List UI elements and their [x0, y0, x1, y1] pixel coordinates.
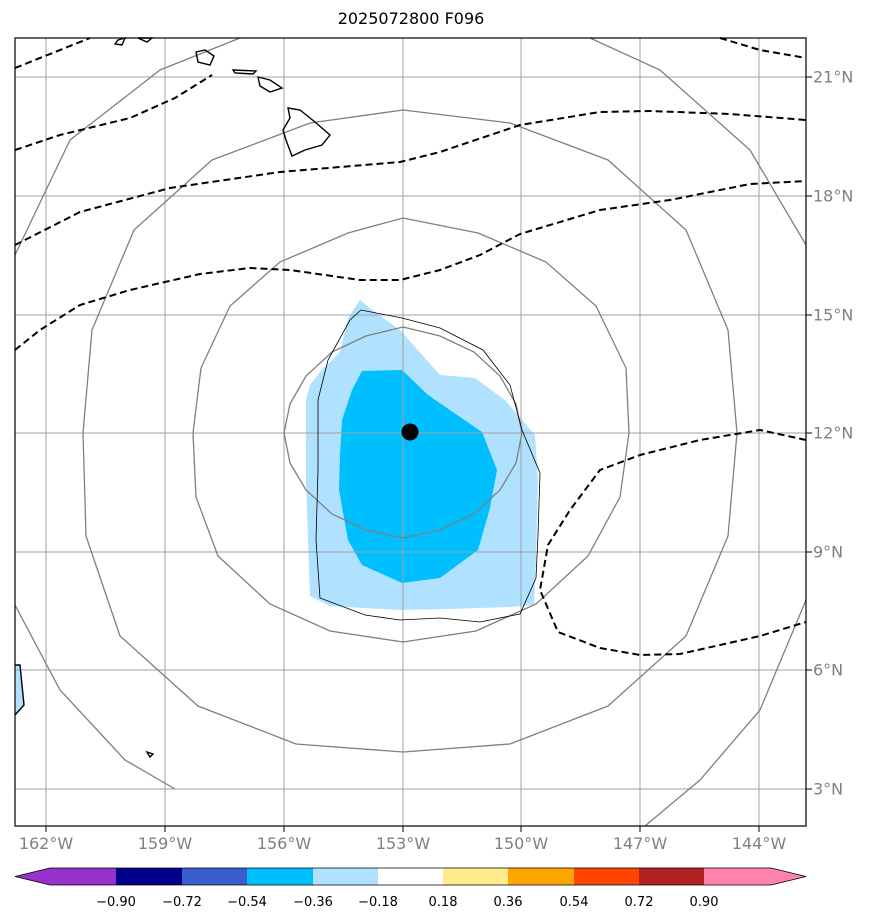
island-oahu: [195, 49, 215, 66]
lat-label: 3°N: [813, 779, 844, 799]
lon-label: 156°W: [256, 834, 312, 853]
storm-center-marker: [401, 423, 419, 441]
coast-edge-west: [14, 664, 25, 716]
anomaly-fill-edge-west: [15, 665, 24, 715]
map-title: 2025072800 F096: [337, 9, 485, 28]
colorbar-tick-label: −0.72: [162, 895, 202, 910]
lon-label: 144°W: [731, 834, 787, 853]
colorbar-segment: [247, 868, 313, 885]
colorbar-tick-label: 0.54: [559, 895, 589, 910]
island-kauai: [113, 36, 127, 46]
colorbar-segment: [639, 868, 704, 885]
colorbar-extend-low: [15, 868, 50, 885]
colorbar-segment: [313, 868, 378, 885]
colorbar-segment: [378, 868, 443, 885]
lat-label: 6°N: [813, 660, 844, 680]
lon-label: 159°W: [137, 834, 193, 853]
lat-label: 15°N: [813, 305, 854, 325]
island-small: [145, 750, 155, 759]
colorbar-segment: [116, 868, 182, 885]
lat-label: 12°N: [813, 423, 854, 443]
colorbar-segment: [574, 868, 639, 885]
tick-marks: [45, 76, 812, 832]
colorbar-tick-label: 0.36: [493, 895, 523, 910]
colorbar-tick-label: 0.72: [624, 895, 654, 910]
lat-label: 9°N: [813, 542, 844, 562]
range-rings: [14, 37, 807, 827]
colorbar-outline: [14, 867, 807, 886]
lat-label: 18°N: [813, 186, 854, 206]
colorbar-segment: [182, 868, 247, 885]
colorbar-tick-label: −0.90: [96, 895, 136, 910]
island-maui: [257, 76, 284, 93]
colorbar-tick-label: 0.18: [428, 895, 458, 910]
colorbar-segment: [50, 868, 116, 885]
colorbar-tick-label: −0.18: [358, 895, 398, 910]
lon-label: 150°W: [493, 834, 549, 853]
outline-contour: [315, 309, 541, 623]
lon-label: 162°W: [18, 834, 74, 853]
plot-frame: [14, 37, 807, 827]
colorbar-segment: [508, 868, 574, 885]
colorbar: [14, 867, 807, 886]
island-molokai: [231, 69, 258, 75]
coastlines: [14, 36, 331, 759]
colorbar-segment: [704, 868, 771, 885]
colorbar-extend-high: [771, 868, 806, 885]
island-hawaii: [282, 107, 331, 157]
lon-label: 153°W: [375, 834, 431, 853]
anomaly-fill-blue: [339, 370, 497, 583]
colorbar-tick-label: 0.90: [689, 895, 719, 910]
anomaly-fill: [15, 300, 538, 715]
colorbar-tick-label: −0.54: [227, 895, 267, 910]
colorbar-segment: [443, 868, 508, 885]
lat-label: 21°N: [813, 67, 854, 87]
colorbar-tick-label: −0.36: [293, 895, 333, 910]
lon-label: 147°W: [612, 834, 668, 853]
dashed-contours: [14, 37, 807, 657]
